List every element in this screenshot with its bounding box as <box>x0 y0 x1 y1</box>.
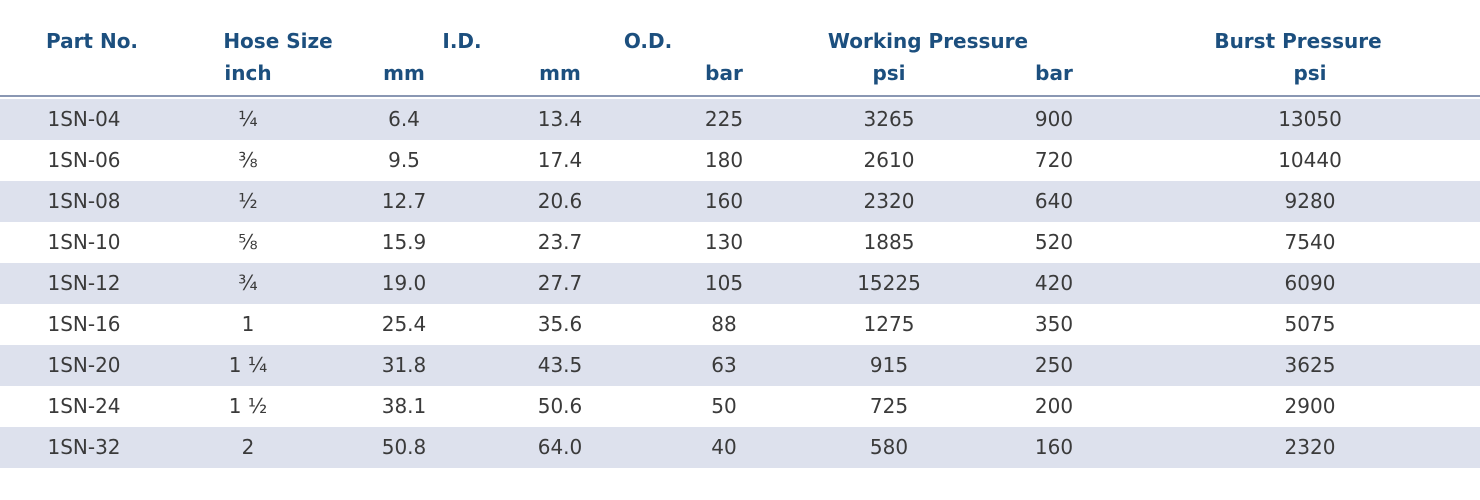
cell-working-psi: 2610 <box>863 148 915 172</box>
cell-working-psi: 1885 <box>863 230 915 254</box>
cell-part-no: 1SN-12 <box>47 271 121 295</box>
cell-burst-bar: 200 <box>1034 394 1074 418</box>
cell-id-mm: 12.7 <box>381 189 427 213</box>
table-row: 1SN-24 1 ½ 38.1 50.6 50 725 200 2900 <box>0 386 1480 427</box>
table-row: 1SN-10 ⅝ 15.9 23.7 130 1885 520 7540 <box>0 222 1480 263</box>
cell-burst-psi: 2320 <box>1284 435 1336 459</box>
cell-id-mm: 19.0 <box>381 271 427 295</box>
cell-hose-size: ⅝ <box>238 230 258 254</box>
cell-part-no: 1SN-32 <box>47 435 121 459</box>
cell-od-mm: 35.6 <box>537 312 583 336</box>
unit-psi-burst: psi <box>1293 61 1327 85</box>
cell-burst-psi: 3625 <box>1284 353 1336 377</box>
cell-working-psi: 1275 <box>863 312 915 336</box>
header-divider <box>0 95 1480 97</box>
table-row: 1SN-12 ¾ 19.0 27.7 105 15225 420 6090 <box>0 263 1480 304</box>
cell-burst-psi: 2900 <box>1284 394 1336 418</box>
cell-burst-bar: 250 <box>1034 353 1074 377</box>
cell-burst-psi: 10440 <box>1278 148 1342 172</box>
header-row: Part No. Hose Size I.D. O.D. Working Pre… <box>0 26 1480 56</box>
cell-working-bar: 180 <box>704 148 744 172</box>
cell-od-mm: 13.4 <box>537 107 583 131</box>
cell-part-no: 1SN-10 <box>47 230 121 254</box>
cell-burst-bar: 720 <box>1034 148 1074 172</box>
cell-burst-bar: 420 <box>1034 271 1074 295</box>
cell-od-mm: 20.6 <box>537 189 583 213</box>
cell-working-psi: 15225 <box>857 271 921 295</box>
cell-burst-bar: 520 <box>1034 230 1074 254</box>
unit-psi-working: psi <box>872 61 906 85</box>
header-od: O.D. <box>623 29 673 53</box>
cell-working-bar: 225 <box>704 107 744 131</box>
cell-id-mm: 31.8 <box>381 353 427 377</box>
cell-od-mm: 64.0 <box>537 435 583 459</box>
cell-hose-size: 1 ½ <box>228 394 268 418</box>
cell-hose-size: 1 <box>241 312 255 336</box>
cell-id-mm: 38.1 <box>381 394 427 418</box>
cell-burst-bar: 900 <box>1034 107 1074 131</box>
cell-part-no: 1SN-08 <box>47 189 121 213</box>
unit-bar-burst: bar <box>1035 61 1073 85</box>
cell-burst-bar: 640 <box>1034 189 1074 213</box>
cell-id-mm: 6.4 <box>388 107 420 131</box>
cell-id-mm: 50.8 <box>381 435 427 459</box>
table-body: 1SN-04 ¼ 6.4 13.4 225 3265 900 13050 1SN… <box>0 99 1480 468</box>
cell-od-mm: 43.5 <box>537 353 583 377</box>
cell-burst-bar: 350 <box>1034 312 1074 336</box>
cell-hose-size: ⅜ <box>238 148 258 172</box>
cell-burst-psi: 7540 <box>1284 230 1336 254</box>
cell-working-psi: 915 <box>869 353 909 377</box>
table-row: 1SN-16 1 25.4 35.6 88 1275 350 5075 <box>0 304 1480 345</box>
cell-od-mm: 23.7 <box>537 230 583 254</box>
cell-working-bar: 40 <box>711 435 737 459</box>
table-row: 1SN-32 2 50.8 64.0 40 580 160 2320 <box>0 427 1480 468</box>
cell-working-bar: 160 <box>704 189 744 213</box>
cell-part-no: 1SN-24 <box>47 394 121 418</box>
table-row: 1SN-04 ¼ 6.4 13.4 225 3265 900 13050 <box>0 99 1480 140</box>
cell-hose-size: ¾ <box>238 271 258 295</box>
cell-part-no: 1SN-16 <box>47 312 121 336</box>
cell-id-mm: 9.5 <box>388 148 420 172</box>
units-row: inch mm mm bar psi bar psi <box>0 58 1480 88</box>
cell-working-psi: 725 <box>869 394 909 418</box>
cell-hose-size: 1 ¼ <box>228 353 268 377</box>
cell-working-bar: 105 <box>704 271 744 295</box>
cell-part-no: 1SN-04 <box>47 107 121 131</box>
header-part-no: Part No. <box>45 29 139 53</box>
cell-part-no: 1SN-20 <box>47 353 121 377</box>
header-burst-pressure: Burst Pressure <box>1214 29 1382 53</box>
cell-working-bar: 130 <box>704 230 744 254</box>
cell-working-psi: 580 <box>869 435 909 459</box>
unit-bar-working: bar <box>705 61 743 85</box>
cell-hose-size: 2 <box>241 435 255 459</box>
cell-part-no: 1SN-06 <box>47 148 121 172</box>
cell-od-mm: 17.4 <box>537 148 583 172</box>
cell-burst-psi: 9280 <box>1284 189 1336 213</box>
header-working-pressure: Working Pressure <box>827 29 1029 53</box>
header-hose-size: Hose Size <box>223 29 333 53</box>
cell-working-bar: 88 <box>711 312 737 336</box>
cell-working-bar: 63 <box>711 353 737 377</box>
cell-working-psi: 2320 <box>863 189 915 213</box>
header-id: I.D. <box>442 29 482 53</box>
cell-burst-psi: 5075 <box>1284 312 1336 336</box>
cell-hose-size: ½ <box>238 189 258 213</box>
unit-mm-od: mm <box>539 61 581 85</box>
table-row: 1SN-20 1 ¼ 31.8 43.5 63 915 250 3625 <box>0 345 1480 386</box>
unit-inch: inch <box>224 61 272 85</box>
cell-burst-psi: 13050 <box>1278 107 1342 131</box>
cell-burst-bar: 160 <box>1034 435 1074 459</box>
unit-mm-id: mm <box>383 61 425 85</box>
cell-id-mm: 15.9 <box>381 230 427 254</box>
cell-working-psi: 3265 <box>863 107 915 131</box>
cell-id-mm: 25.4 <box>381 312 427 336</box>
table-row: 1SN-06 ⅜ 9.5 17.4 180 2610 720 10440 <box>0 140 1480 181</box>
table-row: 1SN-08 ½ 12.7 20.6 160 2320 640 9280 <box>0 181 1480 222</box>
cell-od-mm: 50.6 <box>537 394 583 418</box>
cell-working-bar: 50 <box>711 394 737 418</box>
cell-od-mm: 27.7 <box>537 271 583 295</box>
cell-hose-size: ¼ <box>238 107 258 131</box>
cell-burst-psi: 6090 <box>1284 271 1336 295</box>
